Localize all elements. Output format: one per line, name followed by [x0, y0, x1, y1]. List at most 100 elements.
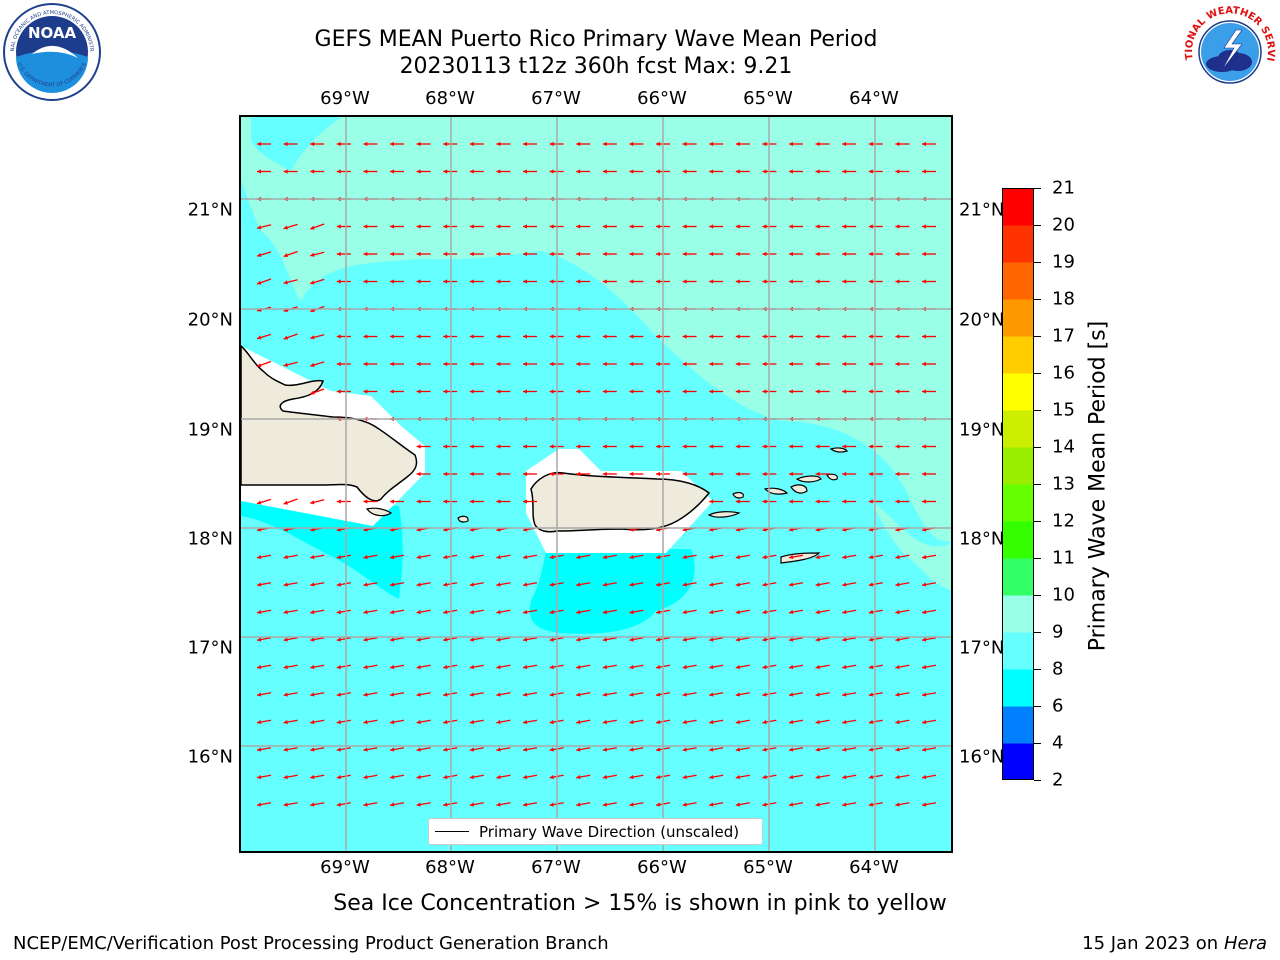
colorbar-tick [1034, 299, 1041, 300]
wave-direction-arrow [602, 279, 617, 284]
wave-direction-arrow [256, 774, 272, 780]
wave-direction-arrow [789, 141, 803, 147]
wave-direction-arrow [256, 278, 272, 285]
wave-direction-arrow [310, 719, 325, 725]
wave-direction-arrow [416, 279, 431, 284]
wave-direction-arrow [469, 361, 484, 367]
wave-direction-arrow [523, 224, 537, 229]
longitude-label: 64°W [849, 88, 899, 109]
wave-direction-arrow [390, 389, 404, 394]
longitude-label: 66°W [637, 857, 687, 878]
wave-direction-arrow [895, 719, 910, 725]
wave-direction-arrow [629, 361, 644, 367]
wave-direction-arrow [363, 361, 378, 367]
wave-direction-arrow [709, 169, 724, 174]
wave-direction-arrow [709, 747, 724, 752]
wave-direction-arrow [336, 554, 351, 560]
legend-label: Primary Wave Direction (unscaled) [479, 822, 740, 841]
wave-direction-arrow [709, 582, 724, 587]
wave-direction-arrow [256, 224, 272, 230]
wave-direction-arrow [469, 609, 484, 615]
wave-direction-arrow [868, 582, 883, 587]
wave-direction-arrow [257, 169, 271, 174]
wave-direction-arrow [443, 664, 458, 670]
wave-direction-arrow [895, 499, 910, 504]
wave-direction-arrow [735, 747, 750, 752]
wave-direction-arrow [443, 251, 458, 257]
wave-direction-arrow [336, 609, 351, 615]
wave-direction-arrow [363, 692, 378, 697]
wave-direction-arrow [416, 554, 431, 560]
wave-direction-arrow [682, 664, 697, 670]
wave-direction-arrow [496, 279, 511, 284]
wave-direction-arrow [310, 334, 325, 340]
land-mona [457, 515, 469, 523]
wave-direction-arrow [363, 582, 378, 587]
wave-direction-arrow [735, 224, 750, 229]
wave-direction-arrow [496, 609, 511, 615]
latitude-label: 18°N [187, 528, 233, 550]
wave-direction-arrow [390, 141, 404, 147]
colorbar-tick-label: 16 [1052, 362, 1075, 384]
wave-direction-arrow [895, 802, 910, 807]
wave-direction-arrow [496, 692, 511, 697]
wave-direction-arrow [389, 664, 405, 670]
wave-direction-arrow [921, 692, 937, 697]
wave-direction-arrow [336, 141, 351, 147]
wave-direction-arrow [310, 802, 325, 807]
wave-direction-arrow [496, 774, 511, 780]
wave-direction-arrow [576, 609, 591, 615]
wave-direction-arrow [868, 361, 883, 367]
wave-direction-arrow [443, 334, 458, 339]
wave-direction-arrow [735, 251, 750, 257]
wave-direction-arrow [523, 499, 537, 504]
field-9-10s-southeast [871, 501, 951, 590]
wave-direction-arrow [895, 471, 910, 477]
wave-direction-arrow [336, 334, 351, 339]
colorbar-band [1002, 225, 1034, 263]
wave-direction-arrow [576, 637, 591, 642]
wave-direction-arrow [310, 251, 325, 257]
wave-direction-arrow [310, 554, 325, 560]
wave-direction-arrow [789, 224, 803, 229]
wave-direction-arrow [682, 279, 697, 284]
wave-direction-arrow [576, 747, 591, 752]
wave-direction-arrow [389, 747, 405, 752]
colorbar-tick-label: 14 [1052, 436, 1075, 458]
wave-direction-arrow [709, 224, 724, 229]
wave-direction-arrow [895, 279, 910, 284]
wave-direction-arrow [921, 774, 937, 780]
colorbar-tick-label: 11 [1052, 547, 1075, 569]
wave-direction-arrow [682, 802, 697, 807]
wave-direction-arrow [443, 554, 458, 560]
wave-direction-arrow [602, 664, 617, 670]
wave-direction-arrow [416, 637, 431, 642]
wave-direction-arrow [336, 499, 351, 504]
latitude-label: 17°N [959, 637, 1005, 659]
wave-direction-arrow [336, 747, 351, 752]
latitude-label: 16°N [187, 746, 233, 768]
wave-direction-arrow [310, 499, 325, 505]
wave-direction-arrow [496, 664, 511, 670]
wave-direction-arrow [443, 692, 458, 697]
wave-direction-arrow [310, 664, 325, 670]
wave-direction-arrow [363, 609, 378, 615]
wave-direction-arrow [682, 609, 697, 615]
latitude-label: 20°N [959, 309, 1005, 331]
wave-direction-arrow [522, 802, 538, 807]
wave-direction-arrow [629, 279, 644, 284]
wave-direction-arrow [842, 471, 857, 477]
wave-direction-arrow [842, 609, 857, 615]
wave-direction-arrow [921, 664, 937, 670]
longitude-label: 66°W [637, 88, 687, 109]
land-st-john [790, 484, 808, 494]
wave-direction-arrow [256, 747, 272, 752]
wave-direction-arrow [363, 334, 378, 339]
wave-direction-arrow [842, 361, 857, 367]
wave-direction-arrow [682, 554, 697, 560]
colorbar-tick [1034, 373, 1041, 374]
wave-direction-arrow [735, 279, 750, 284]
wave-direction-arrow [788, 554, 804, 560]
colorbar-tick-label: 4 [1052, 732, 1064, 754]
wave-direction-arrow [842, 389, 857, 394]
